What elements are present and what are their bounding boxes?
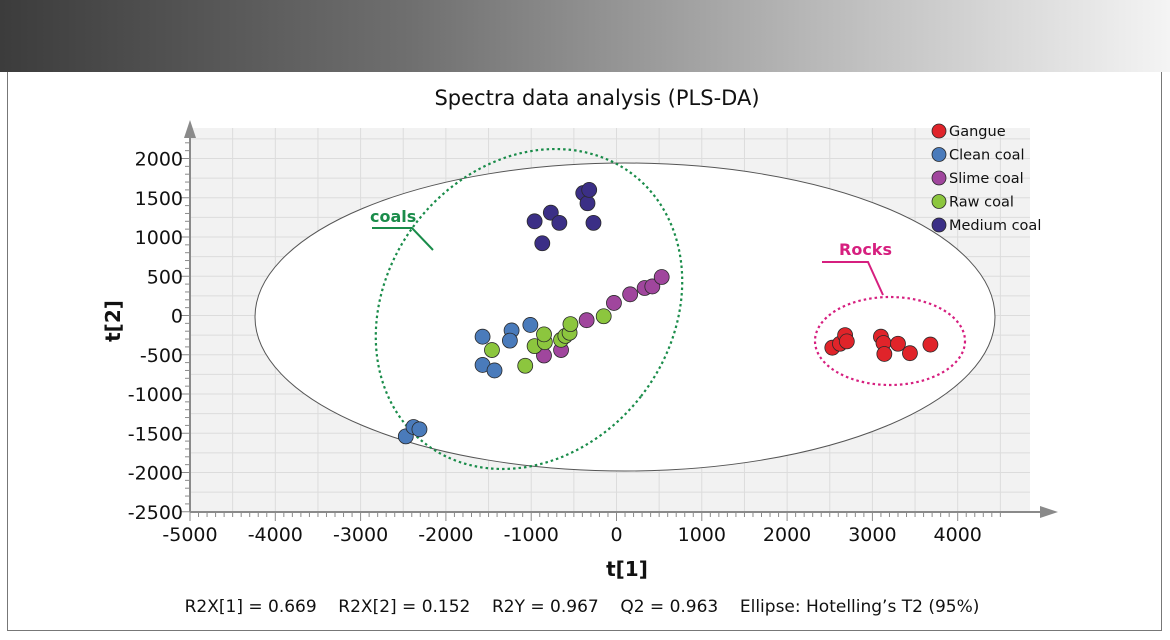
x-tick-label: 0 bbox=[610, 524, 622, 546]
y-axis-arrow bbox=[184, 120, 196, 138]
data-point-clean-coal bbox=[474, 328, 491, 345]
y-tick-label: -2500 bbox=[128, 502, 183, 524]
chart-title: Spectra data analysis (PLS-DA) bbox=[434, 86, 759, 110]
data-point-raw-coal bbox=[484, 342, 500, 358]
data-point-medium-coal bbox=[526, 213, 543, 230]
legend-marker bbox=[931, 217, 947, 233]
data-point-slime-coal bbox=[578, 312, 595, 329]
x-tick-label: -5000 bbox=[162, 524, 217, 546]
model-stats-line: R2X[1] = 0.669 R2X[2] = 0.152 R2Y = 0.96… bbox=[185, 597, 980, 617]
x-axis-arrow bbox=[1040, 506, 1058, 518]
x-tick-label: -2000 bbox=[418, 524, 473, 546]
y-axis-label: t[2] bbox=[101, 300, 125, 342]
data-point-gangue bbox=[922, 336, 939, 353]
data-point-slime-coal bbox=[622, 286, 639, 303]
legend-entry: Gangue bbox=[949, 124, 1006, 140]
y-tick-label: 500 bbox=[147, 266, 183, 288]
data-point-medium-coal bbox=[534, 235, 551, 252]
legend-marker bbox=[931, 147, 947, 162]
legend-entry: Clean coal bbox=[949, 148, 1025, 164]
data-point-gangue bbox=[890, 335, 906, 352]
data-point-raw-coal bbox=[536, 326, 552, 343]
data-point-raw-coal bbox=[595, 308, 612, 325]
legend-entry: Slime coal bbox=[949, 171, 1024, 187]
y-tick-label: 1500 bbox=[135, 188, 183, 210]
legend-entry: Medium coal bbox=[949, 218, 1041, 234]
y-tick-label: -1500 bbox=[128, 423, 183, 445]
x-tick-label: -4000 bbox=[248, 524, 303, 546]
rocks-annotation-leader bbox=[822, 261, 884, 296]
data-point-raw-coal bbox=[517, 357, 534, 374]
x-tick-label: 3000 bbox=[848, 524, 896, 546]
data-point-medium-coal bbox=[551, 214, 568, 231]
legend-entry: Raw coal bbox=[949, 195, 1014, 211]
data-point-gangue bbox=[876, 346, 893, 362]
legend-marker bbox=[931, 170, 947, 186]
x-tick-label: 4000 bbox=[934, 524, 982, 546]
y-tick-label: -500 bbox=[140, 345, 183, 367]
x-tick-label: -3000 bbox=[333, 524, 388, 546]
data-point-clean-coal bbox=[501, 332, 518, 349]
y-tick-label: -2000 bbox=[128, 463, 183, 485]
x-tick-label: -1000 bbox=[504, 524, 559, 546]
legend-marker bbox=[931, 194, 947, 209]
rocks-annotation-label: Rocks bbox=[839, 240, 892, 259]
y-tick-label: 0 bbox=[171, 306, 183, 328]
legend-marker bbox=[931, 123, 947, 139]
data-point-gangue bbox=[838, 333, 855, 350]
data-point-medium-coal bbox=[579, 195, 596, 212]
x-tick-label: 1000 bbox=[678, 524, 726, 546]
data-point-raw-coal bbox=[562, 316, 579, 333]
rocks-group-ellipse bbox=[813, 295, 967, 387]
coals-annotation-leader bbox=[372, 227, 434, 251]
x-tick-label: 2000 bbox=[763, 524, 811, 546]
data-point-gangue bbox=[902, 345, 918, 362]
data-point-slime-coal bbox=[644, 278, 661, 295]
data-point-medium-coal bbox=[585, 214, 602, 231]
header-gradient-bar bbox=[0, 0, 1170, 72]
data-point-medium-coal bbox=[581, 181, 598, 198]
coals-annotation-label: coals bbox=[370, 207, 416, 226]
y-tick-label: 2000 bbox=[135, 149, 183, 171]
y-tick-label: 1000 bbox=[135, 227, 183, 249]
data-point-slime-coal bbox=[606, 295, 622, 311]
x-axis-label: t[1] bbox=[606, 557, 648, 581]
data-point-clean-coal bbox=[411, 421, 428, 438]
data-point-clean-coal bbox=[522, 317, 539, 333]
data-point-slime-coal bbox=[653, 269, 670, 285]
data-point-clean-coal bbox=[486, 362, 503, 379]
data-point-medium-coal bbox=[542, 204, 559, 221]
hotelling-t2-ellipse bbox=[254, 162, 996, 472]
y-tick-label: -1000 bbox=[128, 384, 183, 406]
